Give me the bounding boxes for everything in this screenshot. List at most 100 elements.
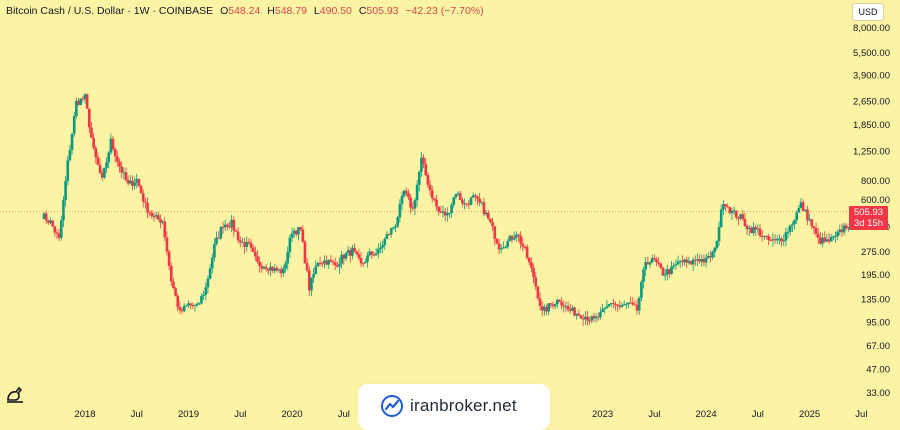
candle-body xyxy=(540,306,544,311)
candle-body xyxy=(676,261,680,265)
candle-body xyxy=(713,247,717,252)
x-tick-label: Jul xyxy=(338,409,350,420)
candle-body xyxy=(402,190,406,196)
candle-body xyxy=(282,268,285,274)
candle-body xyxy=(596,316,600,318)
candle-body xyxy=(161,221,164,223)
candle-body xyxy=(474,195,477,197)
candle-body xyxy=(659,263,663,268)
x-axis[interactable]: 2018 Jul 2019 Jul 2020 Jul 2023 Jul 2024 Jul 2025 J… xyxy=(74,409,867,420)
y-axis[interactable]: 8,000.00 5,500.00 3,900.00 2,650.00 1,850.00… xyxy=(853,23,890,399)
candle-body xyxy=(413,200,417,209)
candle-body xyxy=(62,199,65,221)
candle-body xyxy=(530,262,533,268)
candle-body xyxy=(398,203,402,218)
candle-body xyxy=(678,260,682,262)
candle-body xyxy=(424,163,428,175)
candle-body xyxy=(551,304,555,307)
candle-body xyxy=(77,101,80,105)
candle-body xyxy=(778,238,781,240)
tradingview-logo-icon[interactable] xyxy=(4,383,26,405)
candle-body xyxy=(144,201,147,203)
y-tick-label: 5,500.00 xyxy=(853,48,890,59)
candle-body xyxy=(590,316,594,321)
candle-body xyxy=(448,212,451,214)
candle-body xyxy=(187,303,190,306)
candle-body xyxy=(838,229,842,232)
candle-body xyxy=(601,309,604,313)
candle-body xyxy=(810,219,814,227)
candle-body xyxy=(81,98,85,100)
candle-body xyxy=(609,303,613,305)
candle-body xyxy=(346,250,350,254)
x-tick-label: Jul xyxy=(648,409,660,420)
candle-body xyxy=(847,226,850,229)
candle-body xyxy=(510,235,514,240)
candle-body xyxy=(579,315,583,319)
candle-body xyxy=(741,214,745,219)
candle-body xyxy=(435,199,438,207)
candle-body xyxy=(808,219,811,221)
candle-body xyxy=(131,180,134,186)
candle-body xyxy=(223,224,227,228)
candle-body xyxy=(47,220,50,223)
candle-body xyxy=(165,237,169,252)
candle-body xyxy=(728,207,732,214)
candle-body xyxy=(825,239,829,242)
candle-body xyxy=(64,181,67,200)
candle-body xyxy=(307,270,311,291)
candle-body xyxy=(521,243,525,247)
y-tick-label: 2,650.00 xyxy=(853,96,890,107)
candle-body xyxy=(832,236,835,238)
candle-body xyxy=(232,219,236,231)
candle-body xyxy=(499,248,503,250)
candle-body xyxy=(823,237,827,242)
x-tick-label: 2018 xyxy=(74,409,95,420)
candle-body xyxy=(189,303,192,306)
y-tick-label: 67.00 xyxy=(866,341,890,352)
candle-body xyxy=(238,240,242,243)
candle-body xyxy=(271,266,274,271)
candle-body xyxy=(75,101,78,117)
candle-body xyxy=(614,303,617,305)
candle-body xyxy=(763,235,766,237)
candle-body xyxy=(312,274,315,278)
y-tick-label: 3,900.00 xyxy=(853,71,890,82)
candle-body xyxy=(163,221,167,238)
candle-body xyxy=(417,171,421,185)
candle-body xyxy=(279,269,283,274)
candle-body xyxy=(568,309,572,311)
open-value: 548.24 xyxy=(228,5,261,17)
candle-body xyxy=(351,247,354,256)
candle-body xyxy=(793,220,796,225)
candle-body xyxy=(523,246,527,248)
candle-body xyxy=(769,240,773,242)
candle-body xyxy=(467,203,471,205)
candle-body xyxy=(118,161,121,167)
y-tick-label: 47.00 xyxy=(866,365,890,376)
candle-body xyxy=(109,138,113,153)
candle-body xyxy=(687,260,691,263)
candle-body xyxy=(172,281,175,289)
candle-body xyxy=(59,220,63,238)
candle-body xyxy=(471,195,475,198)
candle-body xyxy=(135,178,139,183)
candle-body xyxy=(180,309,184,312)
candle-body xyxy=(79,98,82,105)
candle-body xyxy=(94,147,98,158)
currency-button[interactable]: USD xyxy=(852,3,884,21)
candle-body xyxy=(96,157,100,166)
candle-body xyxy=(245,241,249,247)
candle-body xyxy=(657,262,660,264)
y-tick-label: 600.00 xyxy=(861,195,890,206)
x-tick-label: Jul xyxy=(131,409,143,420)
candle-body xyxy=(547,303,550,312)
candles-group xyxy=(42,92,872,327)
candle-body xyxy=(333,262,337,266)
candle-body xyxy=(555,299,559,305)
candle-body xyxy=(316,262,320,267)
candle-body xyxy=(704,257,708,263)
candle-body xyxy=(706,255,710,258)
candle-body xyxy=(801,202,805,211)
